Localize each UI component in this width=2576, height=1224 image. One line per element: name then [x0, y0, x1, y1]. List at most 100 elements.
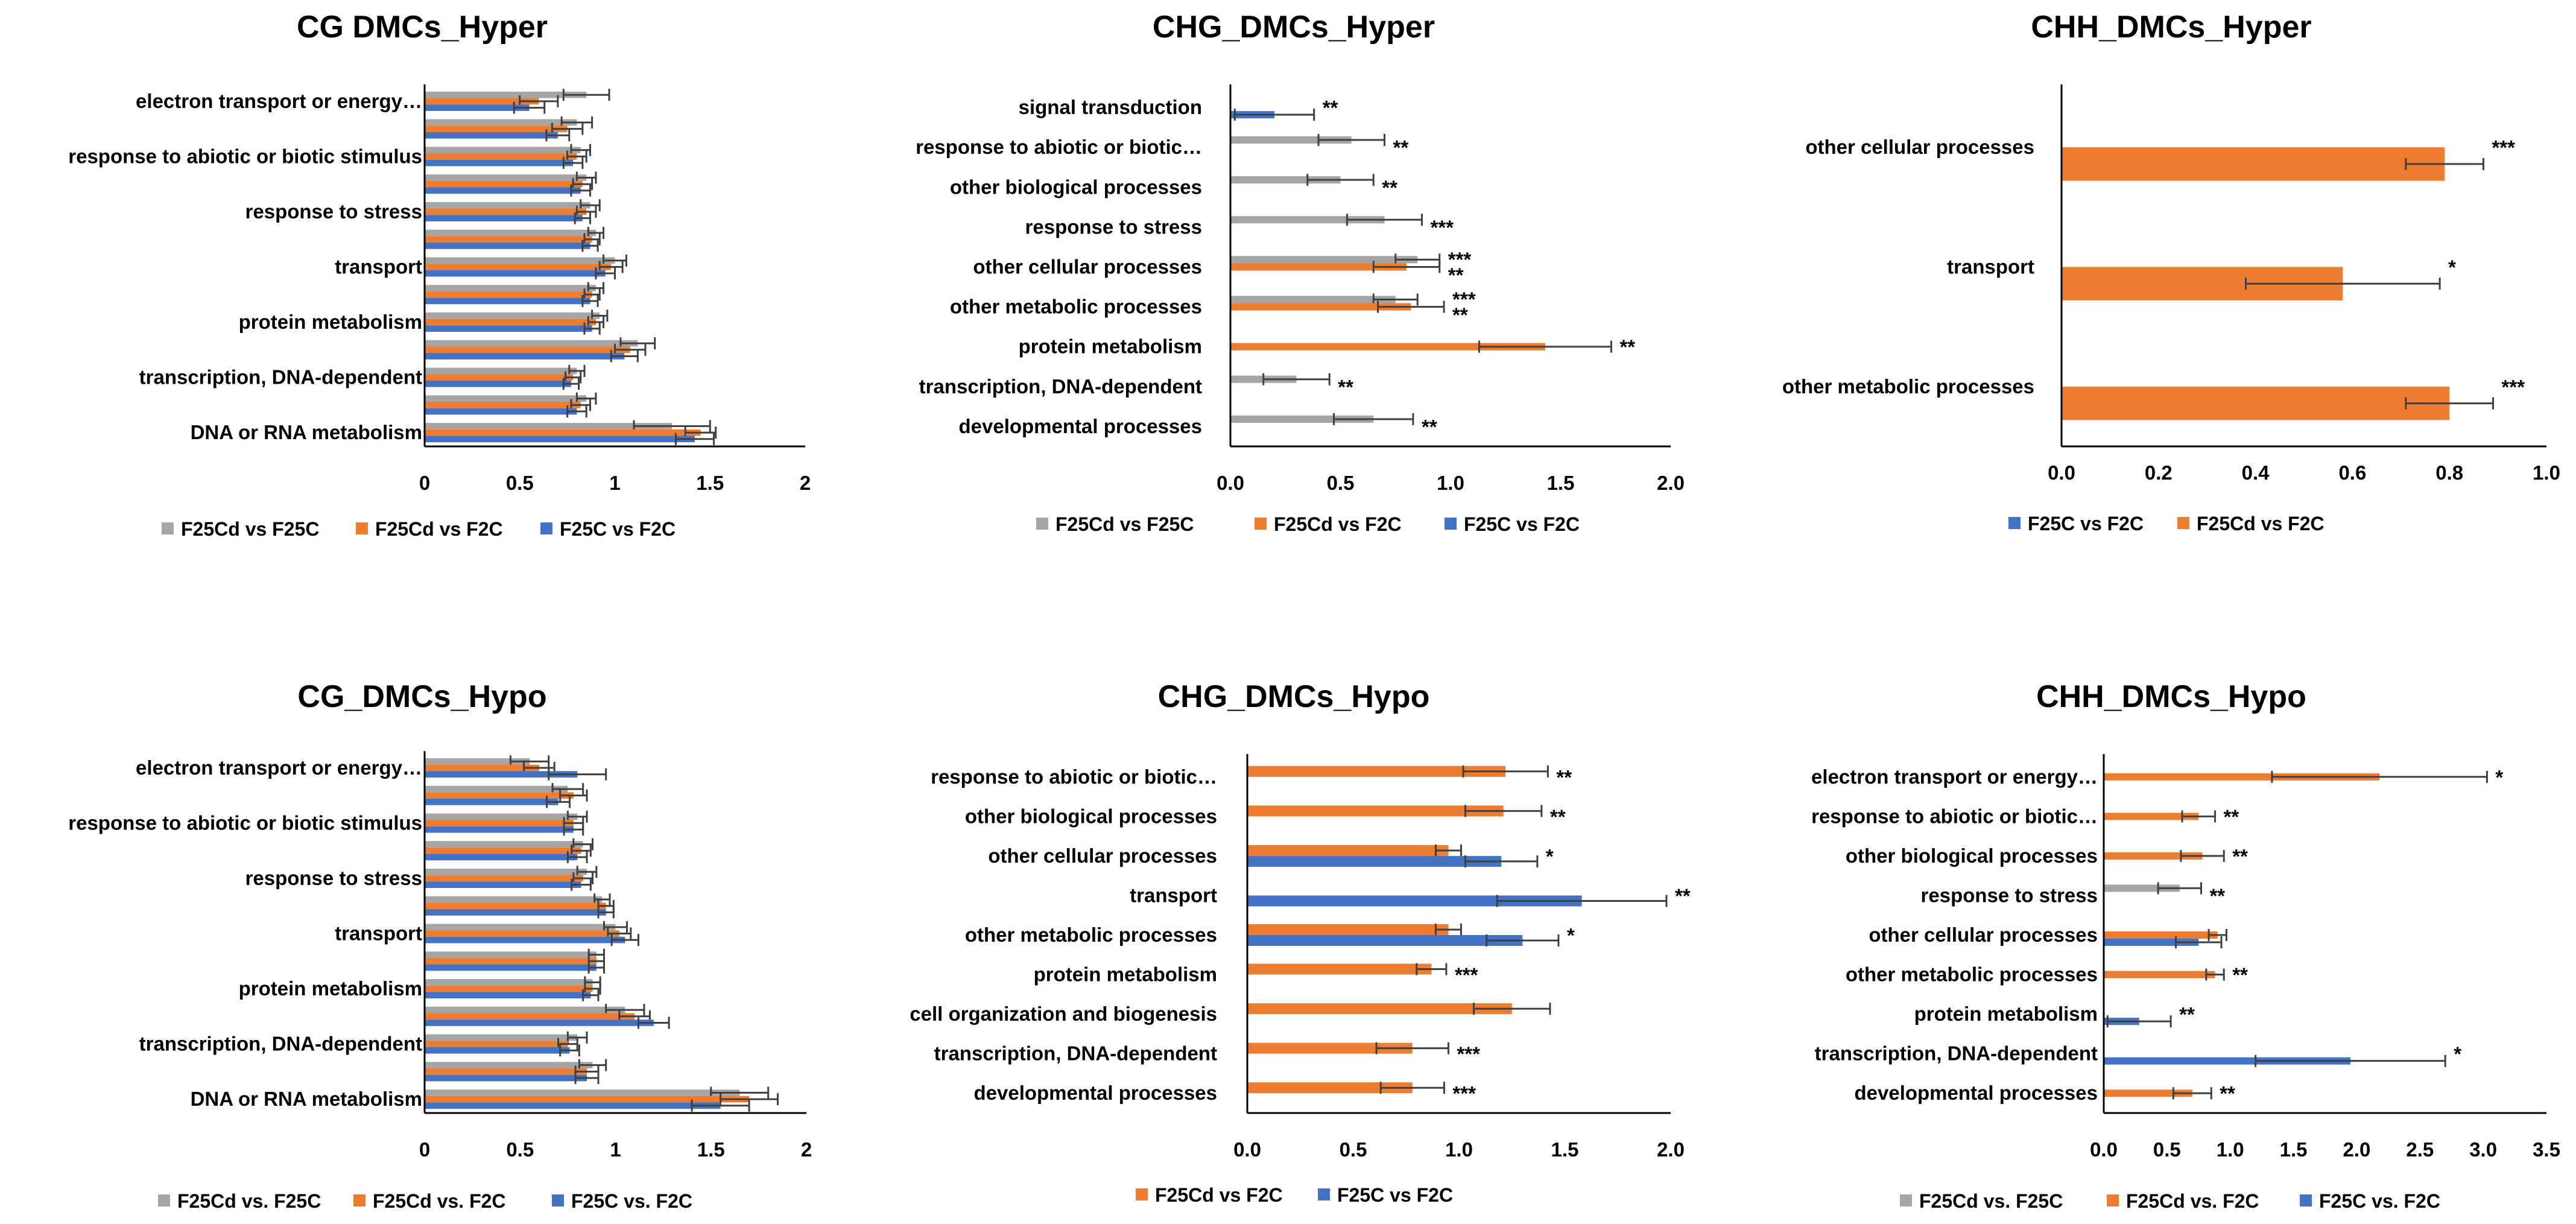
chart5-bar — [1247, 924, 1449, 935]
chart6-x-tick-label: 1.5 — [2280, 1138, 2308, 1161]
chart4-category-label: protein metabolism — [239, 977, 422, 1000]
chart5-category-label: other metabolic processes — [965, 924, 1217, 946]
chart1-bar — [425, 346, 630, 354]
chart6-legend-label: F25Cd vs. F25C — [1919, 1190, 2063, 1212]
chart1-category-label: protein metabolism — [239, 311, 422, 333]
chart6-category-label: transcription, DNA-dependent — [1815, 1042, 2098, 1065]
chart5-significance-label: ** — [1675, 884, 1691, 907]
chart5-significance-label: ** — [1550, 805, 1566, 828]
chart5-significance-label: * — [1546, 845, 1554, 867]
chart2-significance-label: ** — [1393, 136, 1409, 159]
chart5-category-label: response to abiotic or biotic… — [931, 766, 1217, 788]
chart2-significance-label: ** — [1382, 176, 1397, 198]
chart3-x-tick-label: 0.4 — [2242, 461, 2270, 484]
chart2-x-tick-label: 1.5 — [1547, 472, 1575, 494]
chart2-title: CHG_DMCs_Hyper — [1153, 10, 1435, 45]
chart3-significance-label: * — [2448, 256, 2456, 279]
chart6-x-tick-label: 0.0 — [2090, 1138, 2118, 1161]
chart1-bar — [425, 402, 581, 408]
chart1-category-label: electron transport or energy… — [136, 90, 422, 112]
chart4-title: CG_DMCs_Hypo — [297, 679, 546, 714]
chart2-x-tick-label: 1.0 — [1437, 472, 1464, 494]
chart2-bar — [1230, 216, 1385, 224]
chart1-bar — [425, 243, 590, 249]
chart4-bar — [425, 979, 593, 986]
chart6-category-label: electron transport or energy… — [1811, 766, 2098, 788]
chart5-category-label: protein metabolism — [1034, 963, 1217, 986]
chart1-bar — [425, 187, 581, 194]
chart4-bar — [425, 909, 606, 916]
chart4-category-label: electron transport or energy… — [136, 756, 422, 779]
chart5-category-label: transcription, DNA-dependent — [934, 1042, 1217, 1065]
chart6-significance-label: ** — [2209, 884, 2225, 907]
chart4-bar — [425, 957, 597, 965]
chart1-bar — [425, 159, 574, 166]
chart4-bar — [425, 902, 606, 910]
chart6-category-label: developmental processes — [1854, 1082, 2098, 1104]
chart5-legend-swatch — [1136, 1188, 1148, 1200]
chart1-bar — [425, 319, 596, 326]
chart2-bar — [1230, 263, 1407, 271]
chart2-bar — [1230, 303, 1411, 311]
chart4-bar — [425, 1062, 593, 1069]
chart4-bar — [425, 985, 593, 992]
chart6-significance-label: * — [2454, 1043, 2461, 1065]
chart1-category-label: transport — [335, 256, 422, 278]
chart4-category-label: transport — [335, 922, 422, 945]
chart4-bar — [425, 951, 597, 958]
chart4-bar — [425, 1047, 570, 1054]
chart5-significance-label: *** — [1452, 1082, 1476, 1105]
chart4-category-label: response to abiotic or biotic stimulus — [68, 811, 422, 834]
chart4-bar — [425, 992, 591, 999]
chart5-significance-label: *** — [1457, 1043, 1480, 1065]
chart4-bar — [425, 964, 597, 971]
chart5-legend-swatch — [1318, 1188, 1330, 1200]
chart2-legend-label: F25Cd vs F25C — [1055, 513, 1194, 535]
chart1-bar — [425, 291, 592, 298]
chart2-category-label: protein metabolism — [1019, 335, 1202, 358]
chart2-category-label: other metabolic processes — [950, 296, 1202, 318]
chart5-bar — [1247, 963, 1432, 975]
chart2-significance-label: *** — [1452, 288, 1476, 311]
chart6-legend-swatch — [1900, 1194, 1912, 1207]
chart3-bar — [2062, 147, 2445, 181]
chart4-bar — [425, 1102, 721, 1109]
chart4-bar — [425, 758, 530, 765]
chart1-title: CG DMCs_Hyper — [297, 10, 548, 45]
chart4-category-label: transcription, DNA-dependent — [139, 1033, 422, 1055]
chart4-x-tick-label: 0.5 — [506, 1138, 534, 1161]
chart4-bar — [425, 847, 581, 854]
chart2-category-label: developmental processes — [958, 415, 1202, 437]
chart5-category-label: other biological processes — [965, 805, 1217, 827]
chart5-significance-label: ** — [1556, 766, 1572, 788]
chart5-category-label: other cellular processes — [988, 845, 1217, 867]
chart4-bar — [425, 854, 578, 861]
chart1-legend-label: F25Cd vs F25C — [181, 518, 319, 540]
chart1-bar — [425, 408, 577, 415]
chart2-significance-label: ** — [1452, 304, 1468, 326]
chart6-category-label: protein metabolism — [1914, 1003, 2098, 1025]
chart6-legend-swatch — [2107, 1194, 2119, 1207]
chart4-bar — [425, 785, 568, 793]
chart2-x-tick-label: 0.0 — [1217, 472, 1244, 494]
chart1-bar — [425, 98, 539, 105]
chart6-x-tick-label: 2.5 — [2406, 1138, 2434, 1161]
chart2-legend-label: F25C vs F2C — [1464, 513, 1580, 535]
chart4-x-tick-label: 1.5 — [697, 1138, 725, 1161]
chart4-bar — [425, 1034, 578, 1041]
chart1-bar — [425, 353, 625, 360]
chart1-bar — [425, 436, 695, 443]
chart2-category-label: response to stress — [1025, 215, 1202, 238]
chart1-bar — [425, 429, 701, 436]
chart4-bar — [425, 813, 578, 820]
chart5-bar — [1247, 935, 1523, 947]
chart6-bar — [2104, 884, 2180, 892]
chart1-legend-swatch — [162, 522, 174, 534]
chart2-category-label: transcription, DNA-dependent — [919, 375, 1202, 398]
chart4-legend-swatch — [353, 1194, 366, 1207]
chart5-title: CHG_DMCs_Hypo — [1158, 679, 1430, 714]
chart2-legend-swatch — [1036, 518, 1048, 530]
chart4-bar — [425, 868, 587, 875]
chart6-x-tick-label: 3.5 — [2533, 1138, 2560, 1161]
